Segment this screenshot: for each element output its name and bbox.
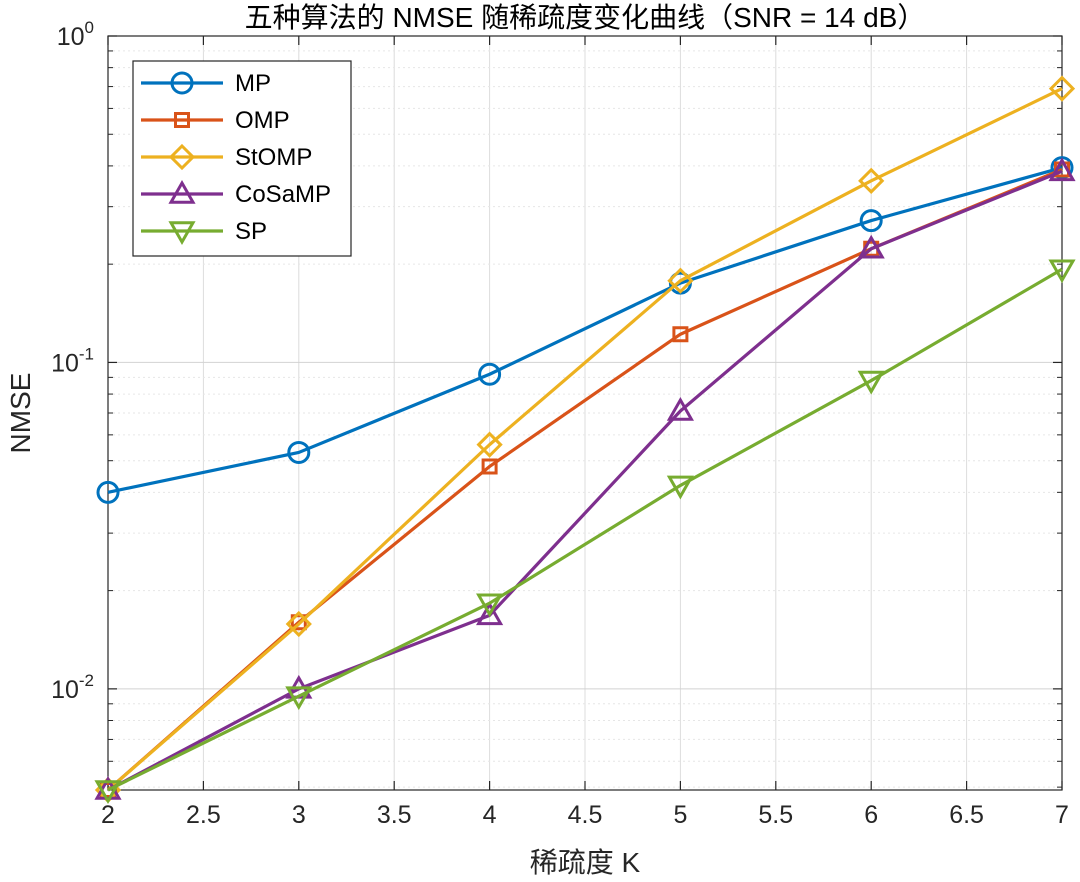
- legend-entry-cosamp: CoSaMP: [141, 179, 331, 208]
- data-point-mp: [287, 440, 311, 464]
- legend-label-sp: SP: [235, 218, 267, 245]
- x-tick-label: 4: [483, 801, 497, 829]
- x-tick-label: 4.5: [568, 801, 603, 829]
- legend: MP OMP StOMP CoSaMP SP: [132, 60, 352, 257]
- series-line-stomp: [106, 87, 1063, 792]
- x-tick-label: 6: [864, 801, 878, 829]
- data-point-omp: [481, 458, 498, 475]
- x-tick-label: 5.5: [758, 801, 793, 829]
- legend-label-omp: OMP: [235, 107, 290, 134]
- y-tick-label: 100: [57, 18, 94, 51]
- data-point-omp: [672, 326, 689, 343]
- x-axis-label: 稀疏度 K: [530, 847, 641, 878]
- data-point-cosamp: [857, 234, 885, 259]
- data-point-sp: [476, 593, 504, 618]
- series-line-sp: [107, 267, 1063, 792]
- legend-marker-omp: [174, 112, 190, 128]
- data-point-sp: [666, 475, 694, 500]
- axis-ticks: 2 2.5 3 3.5 4 4.5 5 5.5 6 6.5 7 100 10-1 10-2: [51, 18, 1069, 829]
- legend-marker-cosamp: [168, 179, 196, 204]
- legend-label-cosamp: CoSaMP: [235, 181, 331, 208]
- x-tick-label: 2.5: [186, 801, 221, 829]
- data-point-sp: [94, 780, 122, 805]
- data-point-stomp: [285, 610, 312, 638]
- legend-entry-sp: SP: [141, 218, 267, 246]
- data-point-stomp: [1048, 75, 1076, 102]
- x-tick-label: 3: [292, 801, 306, 829]
- series-line-mp: [107, 166, 1063, 494]
- x-tick-label: 3.5: [377, 801, 412, 829]
- data-point-sp: [1048, 259, 1076, 284]
- legend-marker-stomp: [168, 143, 196, 171]
- y-tick-label: 10-1: [51, 344, 94, 377]
- data-point-mp: [859, 209, 883, 233]
- data-point-mp: [478, 362, 502, 386]
- legend-entry-omp: OMP: [141, 107, 290, 134]
- data-point-omp: [290, 614, 307, 631]
- data-point-stomp: [858, 167, 885, 194]
- x-tick-label: 5: [673, 801, 687, 829]
- data-series: [94, 75, 1076, 805]
- data-point-stomp: [667, 267, 694, 294]
- data-point-sp: [285, 686, 313, 711]
- data-point-cosamp: [666, 396, 694, 421]
- x-tick-label: 7: [1055, 801, 1069, 829]
- series-cosamp: [94, 157, 1076, 800]
- series-sp: [94, 259, 1076, 805]
- x-tick-label: 2: [101, 801, 115, 829]
- data-point-stomp: [476, 431, 503, 458]
- legend-label-mp: MP: [235, 70, 271, 97]
- y-axis-label: NMSE: [5, 373, 36, 454]
- data-point-cosamp: [476, 601, 504, 626]
- y-tick-label: 10-2: [51, 671, 94, 704]
- chart-title: 五种算法的 NMSE 随稀疏度变化曲线（SNR = 14 dB）: [245, 2, 926, 33]
- legend-marker-sp: [168, 221, 196, 246]
- data-point-cosamp: [1048, 157, 1076, 182]
- data-point-mp: [96, 480, 120, 504]
- legend-entry-stomp: StOMP: [141, 143, 312, 171]
- series-line-cosamp: [107, 169, 1063, 792]
- legend-marker-mp: [170, 71, 194, 95]
- data-point-sp: [857, 370, 885, 395]
- legend-label-stomp: StOMP: [235, 144, 312, 171]
- x-tick-label: 6.5: [949, 801, 984, 829]
- legend-entry-mp: MP: [141, 70, 271, 97]
